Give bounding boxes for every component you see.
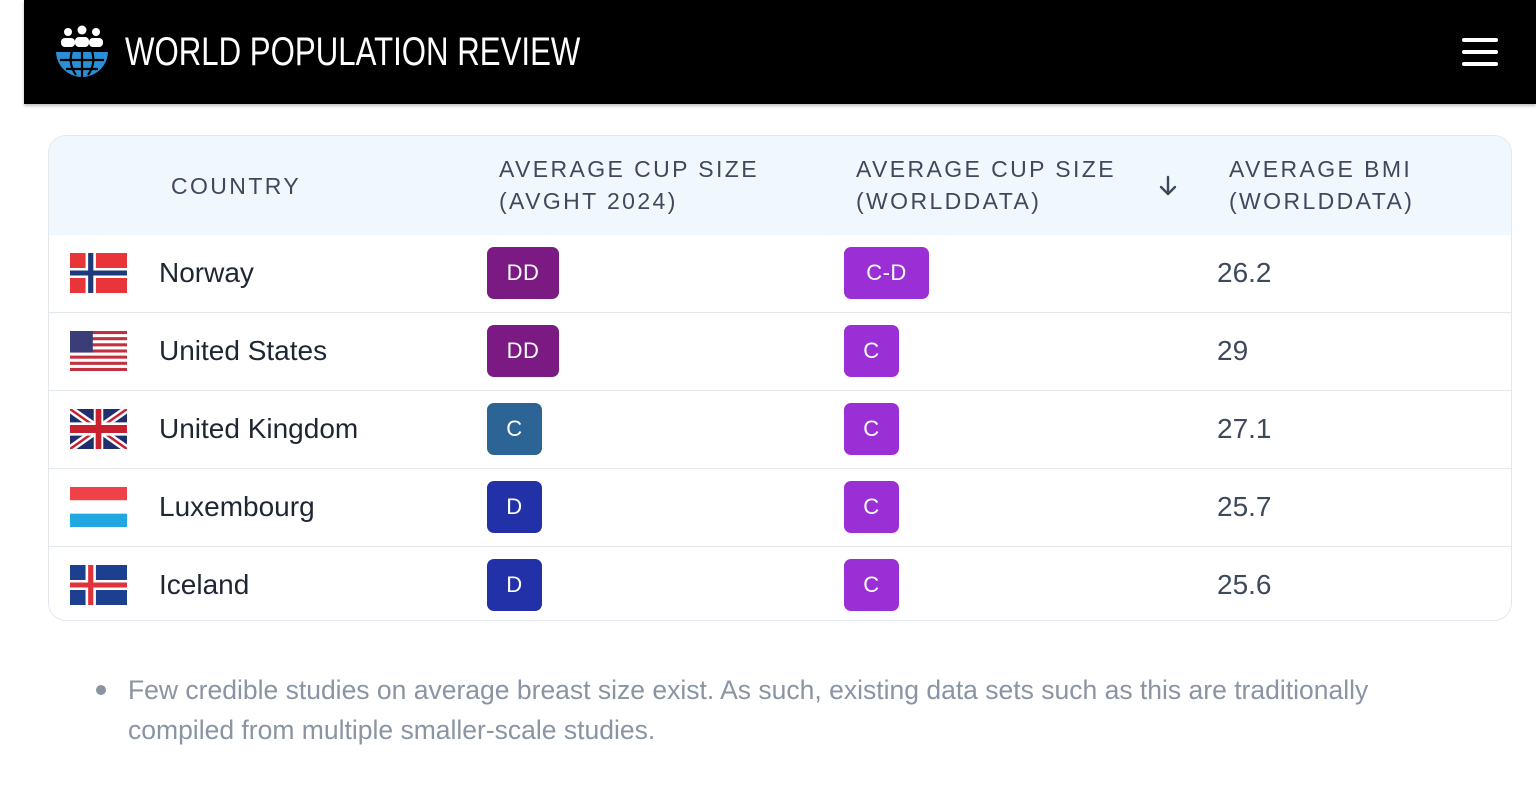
cup-size-table: COUNTRY AVERAGE CUP SIZE (AVGHT 2024) AV… [48,135,1512,621]
column-header-sublabel: (AVGHT 2024) [499,188,678,214]
usa-flag-icon [70,331,127,371]
country-name[interactable]: United States [159,335,328,366]
table-row[interactable]: Luxembourg D C 25.7 [49,469,1511,547]
cup-size-badge-avght: DD [487,325,559,377]
bmi-value: 26.2 [1217,257,1272,288]
bmi-value: 25.6 [1217,569,1272,600]
column-header-label: AVERAGE CUP SIZE [856,156,1116,182]
cup-size-badge-avght: DD [487,247,559,299]
country-name[interactable]: Iceland [159,569,250,600]
column-header-worlddata-cup[interactable]: AVERAGE CUP SIZE (WORLDDATA) [856,153,1116,217]
luxembourg-flag-icon [70,487,127,527]
cup-size-badge-avght: D [487,559,542,611]
arrow-down-icon[interactable] [1157,174,1179,198]
cup-size-badge-avght: D [487,481,542,533]
site-brand-name[interactable]: WORLD POPULATION REVIEW [125,30,581,74]
bmi-value: 29 [1217,335,1249,366]
cup-size-badge-avght: C [487,403,542,455]
column-header-label: AVERAGE CUP SIZE [499,156,759,182]
cup-size-badge-worlddata: C [844,325,899,377]
top-navigation-bar: WORLD POPULATION REVIEW [24,0,1536,104]
globe-people-icon[interactable] [54,24,110,80]
footnote-text: Few credible studies on average breast s… [128,675,1369,745]
column-header-sublabel: (WORLDDATA) [1229,188,1415,214]
country-name[interactable]: Norway [159,257,254,288]
country-name[interactable]: Luxembourg [159,491,315,522]
cup-size-badge-worlddata: C [844,403,899,455]
table-row[interactable]: Iceland D C 25.6 [49,547,1511,620]
column-header-sublabel: (WORLDDATA) [856,188,1042,214]
iceland-flag-icon [70,565,127,605]
column-header-avght[interactable]: AVERAGE CUP SIZE (AVGHT 2024) [499,153,759,217]
column-header-country[interactable]: COUNTRY [171,170,301,202]
table-header: COUNTRY AVERAGE CUP SIZE (AVGHT 2024) AV… [49,136,1511,236]
column-header-label: AVERAGE BMI [1229,156,1413,182]
bmi-value: 25.7 [1217,491,1272,522]
table-row[interactable]: United Kingdom C C 27.1 [49,391,1511,469]
cup-size-badge-worlddata: C [844,559,899,611]
list-bullet [96,685,106,695]
table-row[interactable]: United States DD C 29 [49,313,1511,391]
cup-size-badge-worlddata: C-D [844,247,929,299]
bmi-value: 27.1 [1217,413,1272,444]
column-header-bmi[interactable]: AVERAGE BMI (WORLDDATA) [1229,153,1414,217]
cup-size-badge-worlddata: C [844,481,899,533]
country-name[interactable]: United Kingdom [159,413,359,444]
table-row[interactable]: Norway DD C-D 26.2 [49,235,1511,313]
hamburger-menu-icon[interactable] [1456,34,1500,70]
uk-flag-icon [70,409,127,449]
column-header-label: COUNTRY [171,173,302,199]
norway-flag-icon [70,253,127,293]
